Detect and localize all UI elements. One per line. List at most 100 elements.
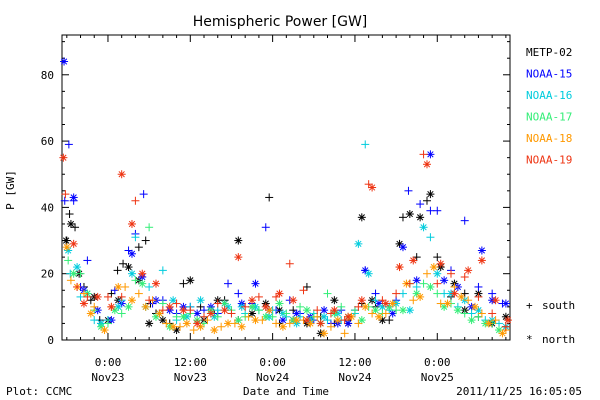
- noaa-19-north-point: [450, 289, 459, 298]
- noaa-19-south-point: [474, 292, 483, 301]
- noaa-18-south-point: [134, 289, 143, 298]
- noaa-19-south-point: [241, 302, 250, 311]
- noaa-19-south-point: [227, 309, 236, 318]
- noaa-15-north-point: [398, 243, 407, 252]
- noaa-18-north-point: [498, 329, 507, 338]
- metp-02-north-point: [186, 276, 195, 285]
- noaa-15-south-point: [139, 190, 148, 199]
- x-tick-date-label: Nov23: [174, 371, 207, 384]
- noaa-15-south-point: [426, 206, 435, 215]
- noaa-19-north-point: [127, 219, 136, 228]
- metp-02-north-point: [357, 213, 366, 222]
- noaa-16-south-point: [90, 316, 99, 325]
- noaa-19-south-point: [419, 150, 428, 159]
- noaa-18-north-point: [182, 319, 191, 328]
- noaa-16-north-point: [320, 312, 329, 321]
- noaa-17-south-point: [268, 312, 277, 321]
- noaa-18-south-point: [162, 319, 171, 328]
- noaa-18-south-point: [272, 319, 281, 328]
- footer-timestamp: 2011/11/25 16:05:05: [456, 385, 582, 398]
- noaa-17-north-point: [220, 299, 229, 308]
- noaa-19-south-point: [254, 292, 263, 301]
- noaa-17-north-point: [110, 306, 119, 315]
- noaa-15-south-point: [83, 256, 92, 265]
- noaa-18-north-point: [333, 316, 342, 325]
- noaa-19-south-point: [488, 309, 497, 318]
- noaa-15-north-point: [388, 309, 397, 318]
- noaa-18-north-point: [429, 263, 438, 272]
- metp-02-south-point: [141, 236, 150, 245]
- noaa-18-south-point: [409, 296, 418, 305]
- noaa-18-north-point: [114, 282, 123, 291]
- noaa-19-south-point: [172, 299, 181, 308]
- metp-02-south-point: [113, 266, 122, 275]
- noaa-17-north-point: [357, 316, 366, 325]
- noaa-19-north-point: [436, 259, 445, 268]
- noaa-17-south-point: [419, 279, 428, 288]
- x-tick-time-label: 0:00: [95, 356, 122, 369]
- noaa-17-south-point: [474, 312, 483, 321]
- noaa-19-north-point: [234, 253, 243, 262]
- noaa-18-north-point: [292, 316, 301, 325]
- footer-credit: Plot: CCMC: [6, 385, 72, 398]
- noaa-16-south-point: [361, 140, 370, 149]
- noaa-17-south-point: [433, 289, 442, 298]
- noaa-17-south-point: [131, 276, 140, 285]
- marker-key-south: + south: [526, 299, 575, 312]
- noaa-18-south-point: [464, 296, 473, 305]
- noaa-19-north-point: [220, 306, 229, 315]
- noaa-18-south-point: [381, 309, 390, 318]
- noaa-19-north-point: [316, 319, 325, 328]
- marker-key-north: * north: [526, 333, 575, 346]
- noaa-16-north-point: [364, 269, 373, 278]
- axes: 0 20 40 60 80 0:00 Nov23 12:00 Nov23 0:00 Nov24 12:…: [41, 34, 511, 384]
- metp-02-north-point: [416, 213, 425, 222]
- noaa-19-north-point: [79, 299, 88, 308]
- noaa-19-north-point: [381, 299, 390, 308]
- noaa-16-south-point: [76, 292, 85, 301]
- legend-entry: NOAA-18: [526, 132, 572, 145]
- noaa-18-north-point: [100, 326, 109, 335]
- metp-02-south-point: [65, 210, 74, 219]
- noaa-18-south-point: [422, 269, 431, 278]
- noaa-16-north-point: [405, 306, 414, 315]
- noaa-19-north-point: [179, 306, 188, 315]
- noaa-15-south-point: [224, 279, 233, 288]
- noaa-15-south-point: [460, 216, 469, 225]
- noaa-17-north-point: [467, 316, 476, 325]
- noaa-19-south-point: [299, 286, 308, 295]
- noaa-17-north-point: [275, 299, 284, 308]
- noaa-19-north-point: [289, 296, 298, 305]
- noaa-18-south-point: [66, 276, 75, 285]
- noaa-15-north-point: [251, 279, 260, 288]
- noaa-17-south-point: [64, 256, 73, 265]
- noaa-18-south-point: [230, 319, 239, 328]
- legend-entry: NOAA-16: [526, 89, 572, 102]
- noaa-18-north-point: [210, 326, 219, 335]
- metp-02-north-point: [405, 210, 414, 219]
- noaa-18-south-point: [90, 302, 99, 311]
- noaa-17-south-point: [117, 309, 126, 318]
- x-tick-date-label: Nov24: [338, 371, 371, 384]
- noaa-19-north-point: [477, 256, 486, 265]
- metp-02-north-point: [426, 190, 435, 199]
- noaa-18-north-point: [251, 316, 260, 325]
- noaa-19-south-point: [200, 312, 209, 321]
- metp-02-north-point: [124, 263, 133, 272]
- noaa-18-south-point: [368, 309, 377, 318]
- y-tick-label: 60: [41, 135, 54, 148]
- noaa-18-south-point: [340, 329, 349, 338]
- noaa-16-north-point: [433, 269, 442, 278]
- noaa-19-north-point: [344, 312, 353, 321]
- noaa-16-south-point: [131, 233, 140, 242]
- noaa-18-north-point: [374, 312, 383, 321]
- noaa-16-south-point: [296, 312, 305, 321]
- noaa-15-south-point: [110, 286, 119, 295]
- noaa-18-north-point: [416, 292, 425, 301]
- noaa-16-south-point: [398, 289, 407, 298]
- noaa-19-north-point: [107, 302, 116, 311]
- noaa-19-south-point: [354, 302, 363, 311]
- noaa-16-north-point: [169, 296, 178, 305]
- noaa-19-north-point: [395, 263, 404, 272]
- noaa-17-north-point: [426, 282, 435, 291]
